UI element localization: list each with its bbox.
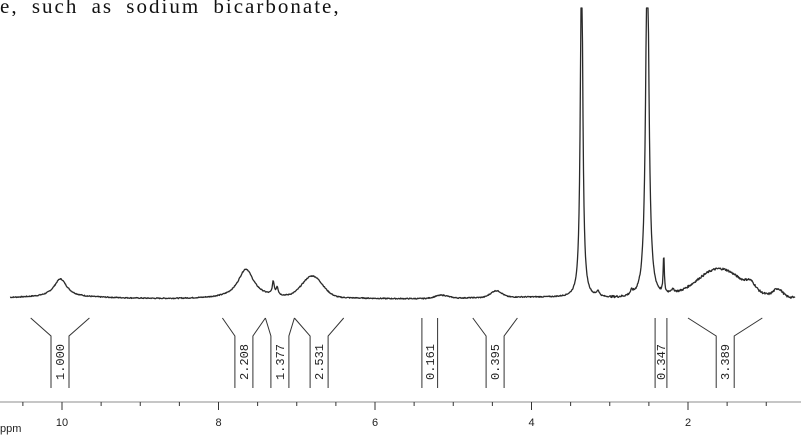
integral-bracket	[30, 317, 90, 388]
integrals-layer: 1.000 2.208 1.377 2.531 0.161 0.395 0.347 3.389	[30, 317, 763, 388]
spectrum-trace	[9, 7, 796, 300]
integral-label: 0.395	[489, 344, 503, 380]
ppm-unit-label: ppm	[0, 423, 21, 435]
integral-bracket	[264, 317, 295, 388]
axis-tick-label: 6	[372, 417, 378, 429]
integral-label: 2.531	[313, 344, 327, 380]
axis-tick-label: 2	[685, 417, 691, 429]
integral-label: 0.161	[424, 344, 438, 380]
integral-bracket	[654, 318, 668, 388]
ppm-axis: ppm 10 8 6 4 2	[0, 401, 801, 435]
caption-text: e, such as sodium bicarbonate,	[0, 0, 341, 16]
integral-bracket	[294, 317, 345, 388]
axis-tick-label: 4	[528, 417, 534, 429]
integral-bracket	[687, 317, 763, 388]
integral-label: 2.208	[238, 344, 252, 380]
integral-label: 1.377	[274, 344, 288, 380]
integral-bracket	[472, 317, 518, 388]
integral-label: 3.389	[719, 344, 733, 380]
integral-label: 0.347	[655, 344, 669, 380]
axis-tick-label: 8	[215, 417, 221, 429]
integral-bracket	[221, 317, 266, 388]
integral-bracket	[421, 318, 439, 388]
spectrum-layer	[9, 7, 796, 300]
axis-tick-label: 10	[56, 417, 68, 429]
integral-label: 1.000	[54, 344, 68, 380]
